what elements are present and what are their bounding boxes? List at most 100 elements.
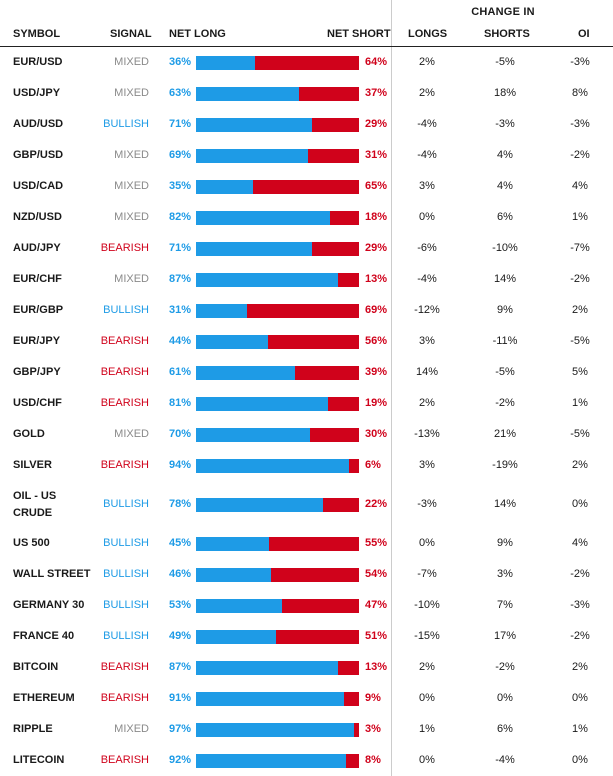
table-row[interactable]: EUR/GBP BULLISH 31% 69% -12% 9% 2% — [0, 295, 613, 326]
net-short-value: 3% — [365, 723, 381, 735]
table-row[interactable]: BITCOIN BEARISH 87% 13% 2% -2% 2% — [0, 652, 613, 683]
net-long-value: 91% — [169, 692, 192, 704]
shorts-change-value: 4% — [497, 180, 513, 192]
sentiment-bar — [196, 630, 359, 644]
column-divider — [391, 528, 392, 559]
net-long-value: 35% — [169, 180, 192, 192]
net-short-bar — [308, 149, 359, 163]
table-row[interactable]: USD/CHF BEARISH 81% 19% 2% -2% 1% — [0, 388, 613, 419]
table-row[interactable]: USD/JPY MIXED 63% 37% 2% 18% 8% — [0, 78, 613, 109]
net-short-column-header[interactable]: NET SHORT — [327, 28, 391, 40]
table-row[interactable]: NZD/USD MIXED 82% 18% 0% 6% 1% — [0, 202, 613, 233]
net-short-value: 9% — [365, 692, 381, 704]
net-long-bar — [196, 661, 338, 675]
shorts-change-value: -3% — [495, 118, 515, 130]
signal-cell: MIXED — [114, 211, 149, 223]
net-short-bar — [271, 568, 359, 582]
table-row[interactable]: SILVER BEARISH 94% 6% 3% -19% 2% — [0, 450, 613, 481]
net-short-bar — [338, 661, 359, 675]
net-long-bar — [196, 428, 310, 442]
column-divider — [391, 47, 392, 78]
sentiment-bar — [196, 723, 359, 737]
symbol-cell: USD/CHF — [13, 397, 62, 409]
longs-change-value: -15% — [414, 630, 440, 642]
column-divider — [391, 652, 392, 683]
net-long-column-header[interactable]: NET LONG — [169, 28, 226, 40]
column-divider — [391, 621, 392, 652]
symbol-cell: EUR/GBP — [13, 304, 64, 316]
table-row[interactable]: RIPPLE MIXED 97% 3% 1% 6% 1% — [0, 714, 613, 745]
longs-change-value: -4% — [417, 149, 437, 161]
longs-change-value: 0% — [419, 537, 435, 549]
column-divider — [391, 264, 392, 295]
oi-change-value: -2% — [570, 568, 590, 580]
net-short-bar — [268, 335, 359, 349]
table-row[interactable]: USD/CAD MIXED 35% 65% 3% 4% 4% — [0, 171, 613, 202]
signal-column-header[interactable]: SIGNAL — [110, 28, 152, 40]
net-long-bar — [196, 397, 328, 411]
table-row[interactable]: LITECOIN BEARISH 92% 8% 0% -4% 0% — [0, 745, 613, 776]
shorts-change-value: -10% — [492, 242, 518, 254]
net-short-bar — [295, 366, 359, 380]
sentiment-bar — [196, 87, 359, 101]
net-long-bar — [196, 599, 282, 613]
longs-column-header[interactable]: LONGS — [408, 28, 448, 40]
table-row[interactable]: WALL STREET BULLISH 46% 54% -7% 3% -2% — [0, 559, 613, 590]
net-long-bar — [196, 149, 308, 163]
sentiment-bar — [196, 568, 359, 582]
shorts-column-header[interactable]: SHORTS — [484, 28, 530, 40]
column-divider — [391, 357, 392, 388]
net-long-value: 46% — [169, 568, 192, 580]
net-short-bar — [346, 754, 359, 768]
symbol-column-header[interactable]: SYMBOL — [13, 28, 61, 40]
net-short-bar — [330, 211, 359, 225]
symbol-cell: EUR/JPY — [13, 335, 61, 347]
table-row[interactable]: EUR/USD MIXED 36% 64% 2% -5% -3% — [0, 47, 613, 78]
net-short-value: 31% — [365, 149, 388, 161]
shorts-change-value: 3% — [497, 568, 513, 580]
column-divider — [391, 78, 392, 109]
net-long-bar — [196, 366, 295, 380]
oi-change-value: -2% — [570, 149, 590, 161]
table-row[interactable]: OIL - US CRUDE BULLISH 78% 22% -3% 14% 0% — [0, 481, 613, 528]
net-short-value: 65% — [365, 180, 388, 192]
sentiment-bar — [196, 692, 359, 706]
net-short-bar — [323, 498, 359, 512]
oi-change-value: 1% — [572, 211, 588, 223]
column-divider — [391, 326, 392, 357]
table-row[interactable]: GERMANY 30 BULLISH 53% 47% -10% 7% -3% — [0, 590, 613, 621]
net-short-value: 51% — [365, 630, 388, 642]
net-long-value: 87% — [169, 273, 192, 285]
sentiment-bar — [196, 149, 359, 163]
column-divider — [391, 590, 392, 621]
table-row[interactable]: FRANCE 40 BULLISH 49% 51% -15% 17% -2% — [0, 621, 613, 652]
table-row[interactable]: AUD/USD BULLISH 71% 29% -4% -3% -3% — [0, 109, 613, 140]
table-row[interactable]: GBP/JPY BEARISH 61% 39% 14% -5% 5% — [0, 357, 613, 388]
net-long-value: 82% — [169, 211, 192, 223]
table-row[interactable]: AUD/JPY BEARISH 71% 29% -6% -10% -7% — [0, 233, 613, 264]
sentiment-bar — [196, 56, 359, 70]
net-short-bar — [255, 56, 359, 70]
signal-cell: MIXED — [114, 428, 149, 440]
signal-cell: MIXED — [114, 56, 149, 68]
table-row[interactable]: GOLD MIXED 70% 30% -13% 21% -5% — [0, 419, 613, 450]
net-long-value: 70% — [169, 428, 192, 440]
column-divider — [391, 481, 392, 528]
net-long-bar — [196, 498, 323, 512]
signal-cell: MIXED — [114, 149, 149, 161]
signal-cell: BULLISH — [103, 118, 149, 130]
net-short-bar — [312, 242, 359, 256]
oi-column-header[interactable]: OI — [578, 28, 590, 40]
table-row[interactable]: EUR/CHF MIXED 87% 13% -4% 14% -2% — [0, 264, 613, 295]
oi-change-value: -5% — [570, 335, 590, 347]
table-row[interactable]: US 500 BULLISH 45% 55% 0% 9% 4% — [0, 528, 613, 559]
net-short-bar — [338, 273, 359, 287]
table-row[interactable]: ETHEREUM BEARISH 91% 9% 0% 0% 0% — [0, 683, 613, 714]
symbol-cell: GBP/JPY — [13, 366, 61, 378]
net-short-value: 56% — [365, 335, 388, 347]
signal-cell: BULLISH — [103, 568, 149, 580]
table-row[interactable]: GBP/USD MIXED 69% 31% -4% 4% -2% — [0, 140, 613, 171]
net-short-value: 37% — [365, 87, 388, 99]
table-row[interactable]: EUR/JPY BEARISH 44% 56% 3% -11% -5% — [0, 326, 613, 357]
net-long-value: 69% — [169, 149, 192, 161]
